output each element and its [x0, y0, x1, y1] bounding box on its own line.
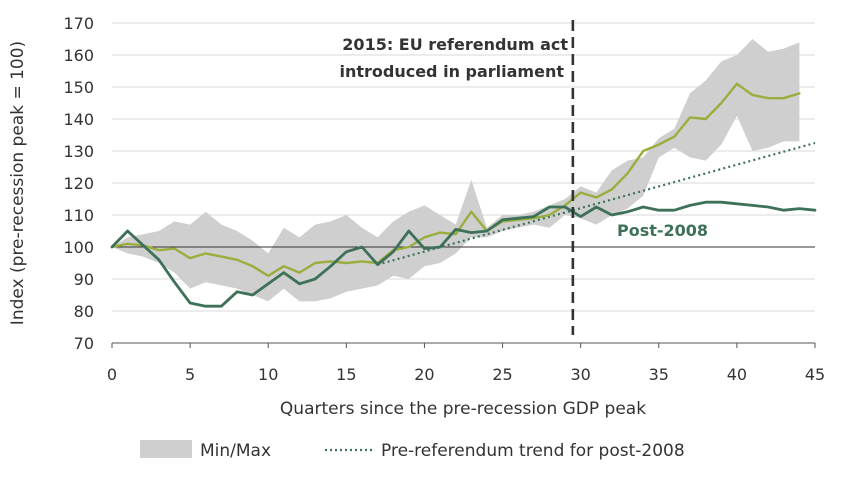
series-label-post-2008: Post-2008 — [617, 221, 708, 240]
legend-label-trend: Pre-referendum trend for post-2008 — [381, 441, 685, 461]
x-tick-label-15: 15 — [336, 365, 356, 384]
x-axis-title: Quarters since the pre-recession GDP pea… — [280, 399, 646, 419]
series-line-actual — [110, 82, 801, 277]
axes: 70 80 90 100 110 120 130 140 150 160 170 0 5 10 15 20 25… — [63, 14, 825, 384]
y-tick-label-160: 160 — [63, 46, 94, 65]
y-tick-label-70: 70 — [74, 334, 94, 353]
y-tick-label-90: 90 — [74, 270, 94, 289]
x-tick-label-10: 10 — [258, 365, 278, 384]
series-line-post-2008 — [110, 200, 817, 308]
y-tick-label-110: 110 — [63, 206, 94, 225]
y-axis-title: Index (pre-recession peak = 100) — [8, 41, 28, 325]
y-tick-label-170: 170 — [63, 14, 94, 33]
x-tick-label-25: 25 — [492, 365, 512, 384]
x-tick-label-5: 5 — [185, 365, 195, 384]
y-tick-label-120: 120 — [63, 174, 94, 193]
y-tick-label-130: 130 — [63, 142, 94, 161]
x-tick-label-35: 35 — [649, 365, 669, 384]
x-tick-label-20: 20 — [414, 365, 434, 384]
legend: Min/Max Pre-referendum trend for post-20… — [140, 440, 685, 461]
annotation-line-2: introduced in parliament — [339, 62, 564, 81]
y-tick-label-150: 150 — [63, 78, 94, 97]
y-tick-label-140: 140 — [63, 110, 94, 129]
x-tick-label-0: 0 — [107, 365, 117, 384]
y-tick-label-80: 80 — [74, 302, 94, 321]
legend-swatch-min-max — [140, 440, 192, 458]
x-tick-label-45: 45 — [805, 365, 825, 384]
y-tick-label-100: 100 — [63, 238, 94, 257]
annotation-line-1: 2015: EU referendum act — [342, 35, 568, 54]
series-layer — [110, 82, 817, 308]
band-min-max — [112, 39, 800, 302]
min-max-band-layer — [112, 39, 800, 302]
x-tick-label-40: 40 — [727, 365, 747, 384]
legend-label-min-max: Min/Max — [200, 441, 271, 461]
x-tick-label-30: 30 — [570, 365, 590, 384]
